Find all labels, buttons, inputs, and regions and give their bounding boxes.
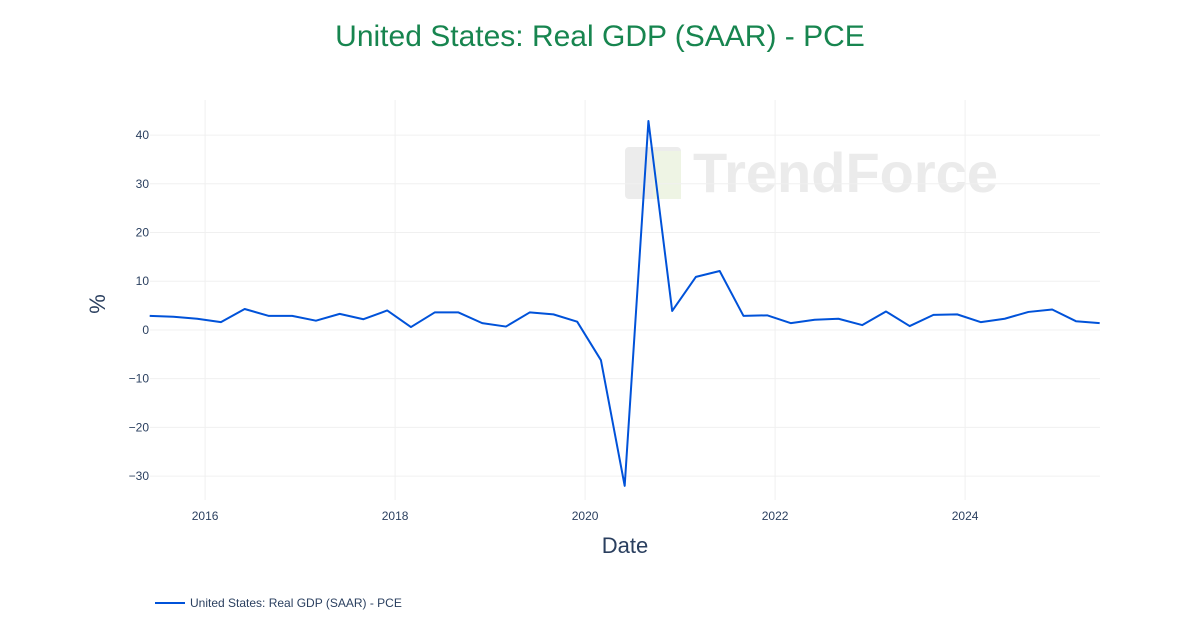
data-point[interactable] <box>574 319 580 325</box>
y-tick-label: 40 <box>136 128 150 142</box>
data-point[interactable] <box>313 318 319 324</box>
series-line[interactable] <box>149 119 1100 487</box>
y-tick-label: 10 <box>136 274 150 288</box>
data-point[interactable] <box>265 313 271 319</box>
y-tick-label: −10 <box>129 372 150 386</box>
data-point[interactable] <box>289 313 295 319</box>
data-point[interactable] <box>1097 320 1103 326</box>
y-axis-title: % <box>85 294 110 314</box>
data-point[interactable] <box>859 322 865 328</box>
data-point[interactable] <box>503 324 509 330</box>
y-tick-label: 20 <box>136 226 150 240</box>
y-tick-label: −20 <box>129 420 150 434</box>
x-tick-label: 2018 <box>382 509 409 523</box>
data-point[interactable] <box>337 311 343 317</box>
data-point[interactable] <box>954 311 960 317</box>
data-point[interactable] <box>527 309 533 315</box>
y-tick-label: 0 <box>142 323 149 337</box>
x-tick-label: 2022 <box>762 509 789 523</box>
chart-title: United States: Real GDP (SAAR) - PCE <box>335 20 865 53</box>
data-point[interactable] <box>432 309 438 315</box>
data-point[interactable] <box>1002 316 1008 322</box>
data-point[interactable] <box>835 316 841 322</box>
data-point[interactable] <box>788 320 794 326</box>
data-point[interactable] <box>930 312 936 318</box>
x-tick-label: 2024 <box>952 509 979 523</box>
legend-line-swatch <box>155 602 185 604</box>
data-point[interactable] <box>645 118 651 124</box>
x-axis-title: Date <box>602 533 648 558</box>
data-point[interactable] <box>693 274 699 280</box>
y-tick-label: 30 <box>136 177 150 191</box>
data-point[interactable] <box>455 309 461 315</box>
data-point[interactable] <box>408 324 414 330</box>
data-point[interactable] <box>883 308 889 314</box>
data-point[interactable] <box>550 311 556 317</box>
data-point[interactable] <box>622 483 628 489</box>
data-point[interactable] <box>717 268 723 274</box>
data-point[interactable] <box>812 317 818 323</box>
x-tick-label: 2020 <box>572 509 599 523</box>
legend-label: United States: Real GDP (SAAR) - PCE <box>190 596 402 610</box>
data-point[interactable] <box>669 308 675 314</box>
data-point[interactable] <box>1049 307 1055 313</box>
data-point[interactable] <box>147 313 153 319</box>
data-point[interactable] <box>384 307 390 313</box>
x-tick-label: 2016 <box>192 509 219 523</box>
watermark-text: TrendForce <box>693 141 998 204</box>
data-point[interactable] <box>1025 309 1031 315</box>
legend-item[interactable]: United States: Real GDP (SAAR) - PCE <box>155 596 402 610</box>
y-tick-label: −30 <box>129 469 150 483</box>
data-point[interactable] <box>242 306 248 312</box>
data-point[interactable] <box>218 319 224 325</box>
data-point[interactable] <box>360 316 366 322</box>
data-point[interactable] <box>194 316 200 322</box>
data-point[interactable] <box>479 320 485 326</box>
data-point[interactable] <box>907 323 913 329</box>
watermark: TrendForce <box>625 140 998 205</box>
data-point[interactable] <box>764 312 770 318</box>
data-point[interactable] <box>170 314 176 320</box>
data-point[interactable] <box>598 357 604 363</box>
data-point[interactable] <box>978 319 984 325</box>
data-point[interactable] <box>740 313 746 319</box>
data-point[interactable] <box>1073 318 1079 324</box>
